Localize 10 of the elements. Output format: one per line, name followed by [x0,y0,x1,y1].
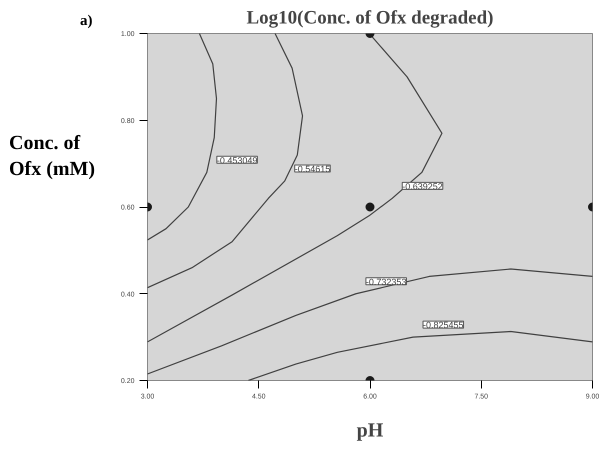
series-label: -0.54615 [294,164,330,174]
series-label: -0.639252 [402,181,443,192]
line-series [148,268,592,375]
x-axis-title: pH [356,420,384,442]
line-series [148,34,218,241]
y-axis-title: Conc. of Ofx (mM) [9,131,96,182]
text: a) [80,13,92,30]
chart-title: Log10(Conc. of Ofx degraded) [246,8,494,28]
line-series [248,330,592,380]
point [366,202,374,212]
